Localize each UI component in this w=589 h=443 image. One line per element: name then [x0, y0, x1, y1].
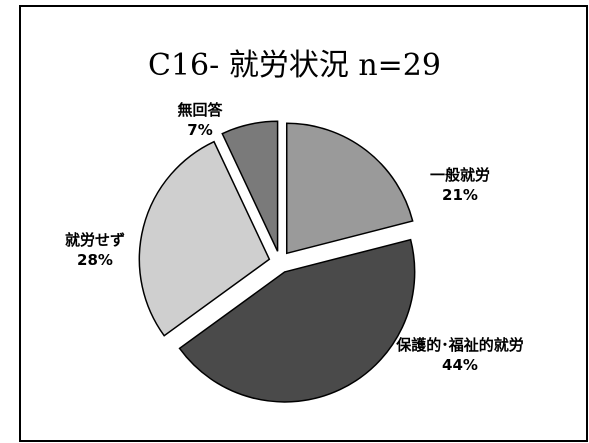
- slice-label: 無回答 7%: [160, 100, 240, 140]
- pie-slice: [138, 140, 271, 337]
- pie-slice: [221, 120, 279, 252]
- value-label: 7%: [187, 121, 213, 139]
- category-label: 保護的･福祉的就労: [396, 336, 524, 354]
- category-label: 無回答: [177, 101, 223, 119]
- pie-slice: [285, 122, 414, 255]
- slice-label: 一般就労 21%: [405, 165, 515, 205]
- slice-label: 保護的･福祉的就労 44%: [395, 335, 525, 375]
- value-label: 21%: [442, 186, 478, 204]
- value-label: 28%: [77, 251, 113, 269]
- frame: [19, 5, 588, 442]
- category-label: 就労せず: [64, 231, 125, 249]
- value-label: 44%: [442, 356, 478, 374]
- slice-label: 就労せず 28%: [45, 230, 145, 270]
- pie-slice: [178, 238, 416, 403]
- chart-title: C16- 就労状況 n=29: [148, 48, 441, 83]
- category-label: 一般就労: [429, 166, 490, 184]
